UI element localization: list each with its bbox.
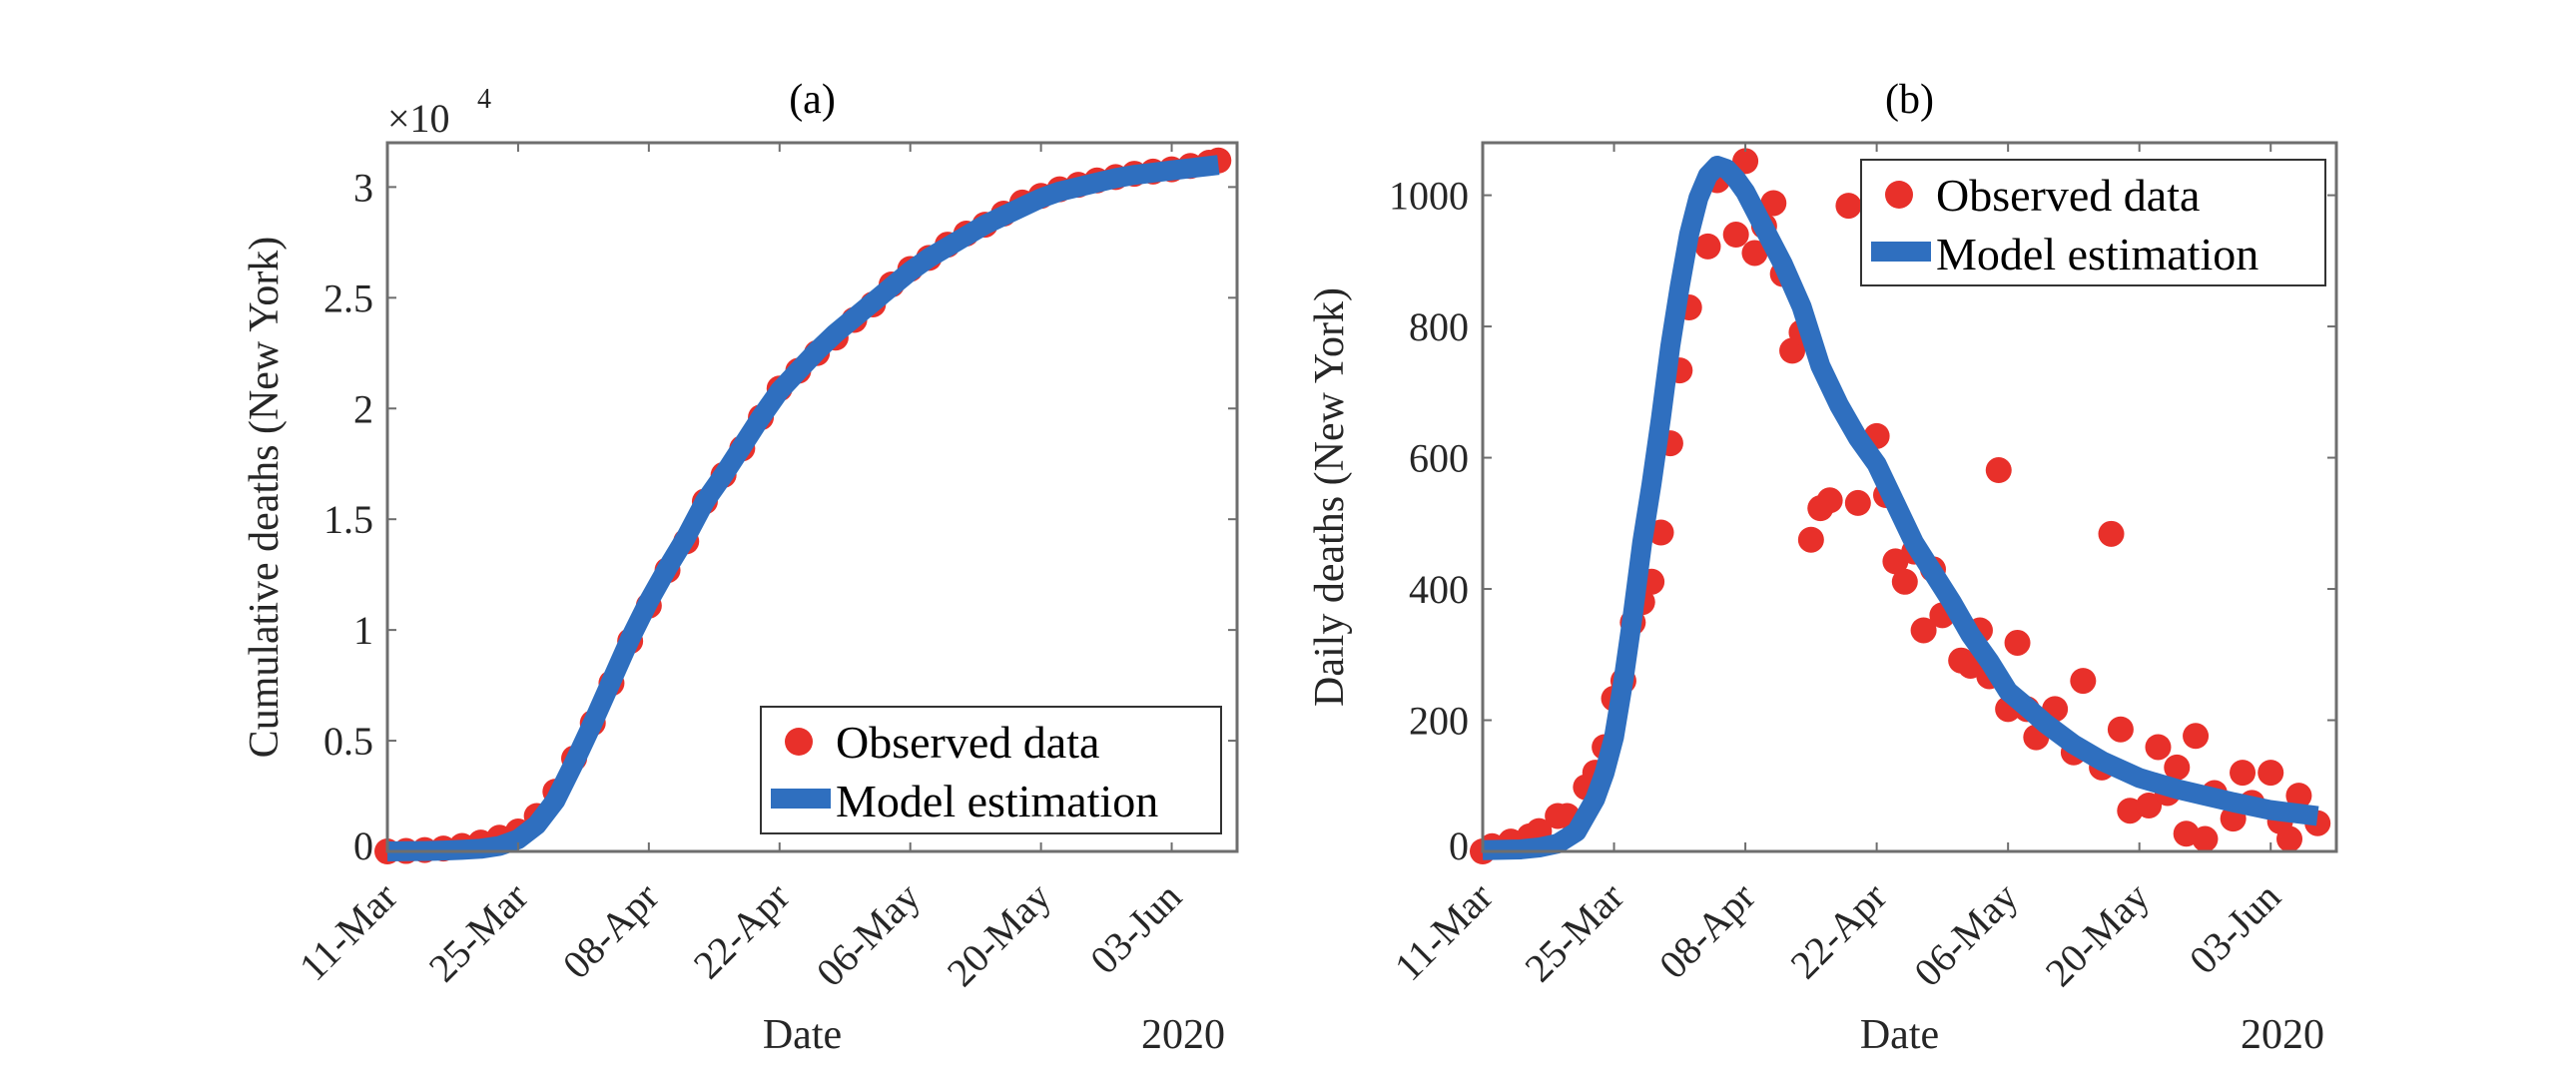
y-tick-label: 0	[1449, 823, 1469, 868]
legend-observed-label: Observed data	[1936, 170, 2200, 221]
observed-data-point	[2183, 723, 2210, 750]
x-axis-year-label: 2020	[2241, 1012, 2324, 1058]
panel-a-cumulative-deaths: 11-Mar 25-Mar 08-Apr 22-Apr 06-May 20-May 03-J…	[242, 77, 1239, 1058]
observed-data-point	[2107, 716, 2134, 743]
observed-data-point	[2192, 825, 2219, 852]
observed-data-point	[2070, 668, 2097, 695]
axes-box	[1481, 141, 2338, 853]
y-tick-label: 600	[1409, 436, 1469, 481]
observed-data-point	[1891, 568, 1918, 595]
observed-data-point	[1797, 526, 1824, 553]
y-tick-label: 200	[1409, 699, 1469, 744]
observed-data-point	[1694, 233, 1721, 260]
legend-model-label: Model estimation	[1936, 229, 2258, 279]
observed-data-point	[1844, 489, 1871, 516]
model-estimation-line	[386, 155, 1220, 861]
y-axis-label: Daily deaths (New York)	[1307, 287, 1353, 707]
observed-data-point	[1835, 193, 1862, 220]
y-tick-label: 2.5	[323, 275, 373, 320]
panel-title: (a)	[789, 77, 836, 123]
y-tick-label: 0	[353, 823, 373, 868]
observed-data-point	[2276, 825, 2303, 852]
legend-observed-marker	[1885, 181, 1913, 209]
y-tick-label: 1	[353, 608, 373, 653]
model-estimation-line	[1482, 156, 2319, 860]
y-tick-label: 2	[353, 386, 373, 431]
panel-title: (b)	[1885, 77, 1934, 123]
legend: Observed data Model estimation	[760, 706, 1222, 834]
y-axis-label: Cumulative deaths (New York)	[242, 237, 288, 759]
observed-data-point	[2136, 792, 2163, 818]
y-tick-label: 400	[1409, 567, 1469, 612]
y-tick-label: 1000	[1389, 174, 1469, 219]
y-tick-label: 0.5	[323, 719, 373, 764]
observed-data-point	[2004, 629, 2031, 656]
observed-data-point	[2145, 734, 2172, 761]
observed-data-point	[1741, 240, 1768, 267]
legend-model-label: Model estimation	[836, 776, 1158, 826]
observed-data-point	[1985, 457, 2012, 484]
observed-data-point	[2257, 760, 2284, 787]
observed-data-point	[1760, 190, 1787, 217]
observed-data-point	[2285, 783, 2312, 810]
x-axis-label: Date	[1860, 1012, 1939, 1058]
observed-data-point	[1816, 487, 1843, 514]
observed-data-point	[2164, 754, 2191, 781]
observed-data-point	[2230, 760, 2256, 787]
y-exponent-label: ×10	[387, 96, 450, 141]
legend-observed-marker	[785, 728, 813, 756]
y-exponent: 4	[477, 84, 491, 115]
legend-observed-label: Observed data	[836, 717, 1099, 768]
observed-data-point	[1722, 222, 1749, 249]
legend-box	[1860, 159, 2326, 286]
x-axis-label: Date	[763, 1012, 842, 1058]
observed-data-point	[1910, 617, 1937, 644]
axes-box	[385, 141, 1239, 853]
x-axis-year-label: 2020	[1141, 1012, 1225, 1058]
y-tick-label: 3	[353, 165, 373, 210]
y-tick-label: 1.5	[323, 497, 373, 542]
legend: Observed data Model estimation	[1860, 159, 2326, 286]
legend-box	[760, 706, 1222, 834]
observed-data-point	[2098, 520, 2125, 547]
y-tick-label: 800	[1409, 304, 1469, 349]
